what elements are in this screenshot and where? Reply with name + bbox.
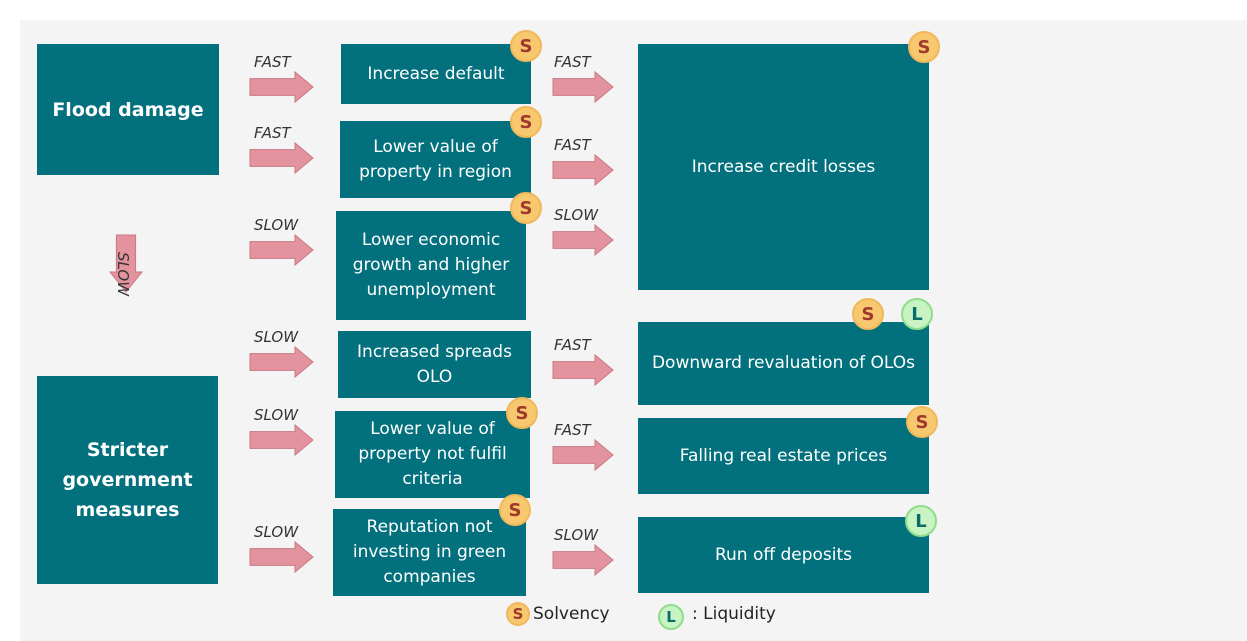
arrow-shape — [249, 70, 314, 104]
badge: S — [908, 31, 940, 63]
badge: L — [905, 505, 937, 537]
legend-badge: L — [658, 604, 684, 630]
arrow — [552, 543, 614, 577]
badge: S — [506, 397, 538, 429]
arrow — [552, 70, 614, 104]
effect-box: Lower economic growth and higher unemplo… — [336, 211, 526, 320]
outcome-box: Increase credit losses — [638, 44, 929, 290]
effect-box: Lower value of property in region — [340, 121, 531, 198]
outcome-box: Falling real estate prices — [638, 418, 929, 494]
arrow-shape — [552, 223, 614, 257]
arrow-shape — [108, 234, 144, 293]
outcome-box: Downward revaluation of OLOs — [638, 322, 929, 405]
arrow — [249, 70, 314, 104]
effect-box: Lower value of property not fulfil crite… — [335, 411, 530, 498]
arrow-shape — [249, 233, 314, 267]
arrow-shape — [249, 423, 314, 457]
speed-label: FAST — [554, 336, 591, 354]
legend-text: Solvency — [533, 604, 610, 624]
arrow — [552, 353, 614, 387]
speed-label: SLOW — [254, 523, 299, 541]
badge: S — [510, 106, 542, 138]
badge: S — [852, 298, 884, 330]
badge: S — [499, 494, 531, 526]
effect-box: Increase default — [341, 44, 531, 104]
arrow-shape — [552, 70, 614, 104]
speed-label: SLOW — [114, 252, 132, 297]
arrow-shape — [552, 438, 614, 472]
badge: S — [510, 30, 542, 62]
arrow — [249, 345, 314, 379]
speed-label: SLOW — [554, 526, 599, 544]
arrow — [552, 438, 614, 472]
speed-label: SLOW — [254, 406, 299, 424]
badge: S — [906, 406, 938, 438]
panel — [20, 20, 1247, 641]
speed-label: SLOW — [554, 206, 599, 224]
arrow — [249, 423, 314, 457]
arrow-shape — [552, 543, 614, 577]
effect-box: Increased spreads OLO — [338, 331, 531, 398]
arrow — [249, 540, 314, 574]
arrow — [552, 223, 614, 257]
speed-label: FAST — [554, 421, 591, 439]
speed-label: FAST — [254, 124, 291, 142]
arrow — [249, 233, 314, 267]
speed-label: FAST — [554, 53, 591, 71]
arrow — [249, 141, 314, 175]
arrow-shape — [249, 345, 314, 379]
arrow — [552, 153, 614, 187]
arrow-shape — [249, 540, 314, 574]
speed-label: SLOW — [254, 216, 299, 234]
source-box: Stricter government measures — [37, 376, 218, 584]
arrow-shape — [552, 353, 614, 387]
legend-badge: S — [506, 602, 530, 626]
source-box: Flood damage — [37, 44, 219, 175]
speed-label: FAST — [554, 136, 591, 154]
badge: L — [901, 298, 933, 330]
arrow-shape — [249, 141, 314, 175]
badge: S — [510, 192, 542, 224]
outcome-box: Run off deposits — [638, 517, 929, 593]
speed-label: FAST — [254, 53, 291, 71]
legend-text: : Liquidity — [692, 604, 776, 624]
arrow — [108, 234, 144, 293]
effect-box: Reputation not investing in green compan… — [333, 509, 526, 596]
speed-label: SLOW — [254, 328, 299, 346]
arrow-shape — [552, 153, 614, 187]
